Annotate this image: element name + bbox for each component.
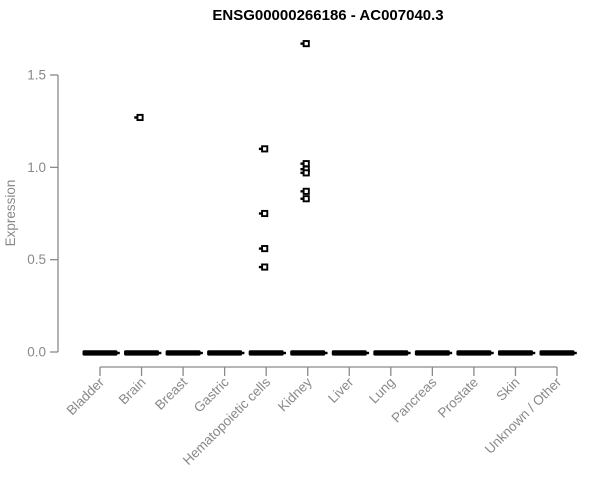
x-category-label: Pancreas [389, 374, 440, 425]
data-point [302, 195, 310, 203]
x-category-label: Lung [366, 375, 398, 407]
x-category-label: Bladder [64, 374, 108, 418]
data-point [302, 187, 310, 195]
data-point-nub [300, 190, 304, 193]
data-point [302, 160, 310, 168]
data-point-nub [258, 147, 262, 151]
x-category-label: Gastric [191, 374, 232, 415]
data-point-nub [300, 162, 304, 165]
chart-title: ENSG00000266186 - AC007040.3 [212, 7, 443, 24]
y-tick-label: 0.5 [27, 252, 46, 267]
x-category-label: Prostate [435, 375, 481, 421]
zero-expression-dash [331, 350, 367, 356]
data-point-nub [300, 167, 304, 171]
zero-expression-dash [539, 350, 575, 356]
data-point [261, 263, 269, 271]
x-category-label: Kidney [275, 374, 315, 414]
data-point-nub [134, 116, 137, 119]
zero-expression-dash-tail [200, 351, 203, 355]
zero-expression-dash [124, 350, 160, 356]
data-point [261, 245, 269, 253]
x-category-label: Unknown / Other [482, 374, 565, 457]
zero-expression-dash [290, 350, 326, 356]
data-point-nub [258, 265, 262, 269]
y-tick-label: 0.0 [27, 345, 46, 360]
zero-expression-dash-tail [532, 351, 536, 355]
zero-expression-dash [414, 350, 450, 356]
zero-expression-dash-tail [574, 351, 577, 355]
x-category-label: Breast [152, 374, 190, 412]
zero-expression-dash-tail [241, 351, 245, 355]
zero-expression-dash-tail [324, 351, 328, 355]
zero-expression-dash-tail [117, 351, 120, 355]
data-point-nub [300, 42, 304, 45]
zero-expression-dash [207, 350, 243, 356]
zero-expression-dash [497, 350, 533, 356]
zero-expression-dash-tail [283, 351, 286, 355]
data-point-nub [258, 247, 262, 250]
data-point [136, 113, 144, 122]
zero-expression-dash-tail [491, 351, 494, 355]
zero-expression-dash [373, 350, 409, 356]
y-axis-label: Expression [3, 180, 18, 247]
x-category-label: Brain [116, 375, 149, 408]
zero-expression-dash-tail [408, 351, 411, 355]
data-point-nub [300, 197, 304, 200]
zero-expression-dash [456, 350, 492, 356]
data-point-nub [300, 171, 304, 175]
zero-expression-dash-tail [366, 351, 370, 355]
x-category-label: Liver [325, 374, 357, 406]
zero-expression-dash [248, 350, 284, 356]
data-point [261, 145, 269, 153]
data-point [302, 40, 310, 48]
x-category-label: Skin [493, 375, 522, 404]
zero-expression-dash [82, 350, 118, 356]
y-tick-label: 1.0 [27, 160, 46, 175]
data-point-nub [258, 212, 262, 215]
data-point [302, 169, 310, 177]
y-tick-label: 1.5 [27, 68, 46, 83]
zero-expression-dash-tail [449, 351, 453, 355]
zero-expression-dash-tail [158, 351, 162, 355]
zero-expression-dash [165, 350, 201, 356]
data-point [261, 209, 269, 218]
